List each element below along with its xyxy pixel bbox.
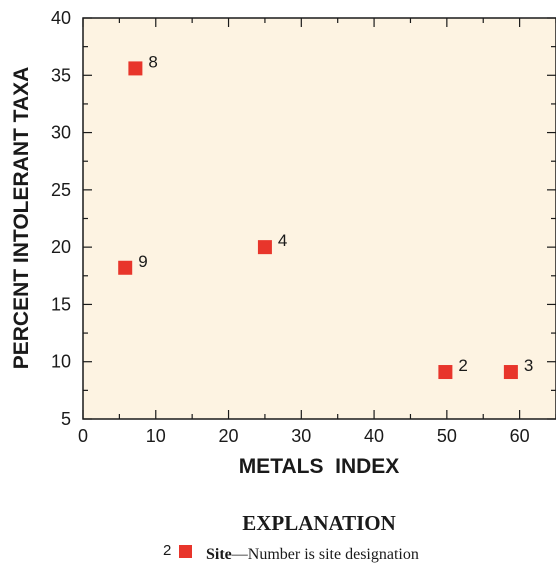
point-label-site-8: 8 (148, 52, 157, 71)
plot-area (83, 18, 556, 419)
y-tick-label: 15 (51, 294, 71, 314)
x-tick-label: 60 (510, 426, 530, 446)
explanation: EXPLANATION 2 Site—Number is site design… (163, 511, 419, 563)
x-tick-label: 40 (364, 426, 384, 446)
data-point-site-4 (257, 240, 272, 255)
x-tick-label: 50 (437, 426, 457, 446)
y-tick-label: 35 (51, 65, 71, 85)
data-point-site-3 (503, 365, 518, 380)
legend-description: —Number is site designation (231, 546, 419, 563)
x-tick-label: 10 (146, 426, 166, 446)
x-tick-label: 30 (291, 426, 311, 446)
y-tick-label: 10 (51, 352, 71, 372)
data-points: 8 4 9 2 3 (118, 52, 533, 380)
data-point-site-2 (438, 365, 453, 380)
data-point-site-9 (118, 260, 133, 275)
y-tick-label: 25 (51, 180, 71, 200)
x-tick-label: 20 (219, 426, 239, 446)
y-tick-label: 5 (61, 409, 71, 429)
point-label-site-4: 4 (278, 231, 287, 250)
point-label-site-3: 3 (524, 356, 533, 375)
point-label-site-2: 2 (458, 356, 467, 375)
y-axis-title: PERCENT INTOLERANT TAXA (10, 67, 33, 370)
data-point-site-8 (128, 61, 143, 76)
point-label-site-9: 9 (138, 252, 147, 271)
y-tick-label: 40 (51, 8, 71, 28)
x-tick-label: 0 (78, 426, 88, 446)
y-tick-label: 20 (51, 237, 71, 257)
legend-marker (179, 545, 192, 558)
plot-frame (82, 17, 556, 420)
legend-marker-number: 2 (163, 542, 171, 559)
explanation-title: EXPLANATION (242, 511, 396, 535)
legend-text: Site—Number is site designation (206, 546, 419, 563)
x-axis-title: METALS INDEX (239, 455, 400, 478)
axis-ticks (82, 17, 556, 420)
y-tick-label: 30 (51, 123, 71, 143)
legend-site-label: Site (206, 546, 232, 563)
tick-labels: 0 10 20 30 40 50 60 5 10 15 20 25 30 35 40 (51, 8, 530, 446)
